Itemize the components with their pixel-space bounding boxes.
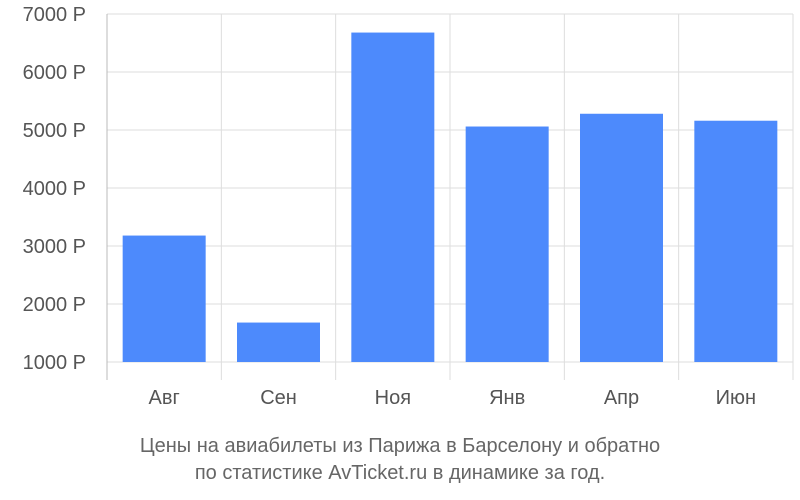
y-tick-label: 5000 Р [23,120,86,142]
y-tick-label: 6000 Р [23,62,86,84]
bar-Сен [237,322,320,362]
bar-Июн [694,120,778,362]
x-tick-label: Ноя [375,387,411,409]
y-tick-label: 1000 Р [23,352,86,374]
bar-Авг [122,235,206,362]
x-tick-label: Июн [716,387,756,409]
y-tick-label: 7000 Р [23,4,86,26]
bar-Апр [580,113,663,362]
y-tick-label: 4000 Р [23,178,86,200]
y-tick-label: 2000 Р [23,294,86,316]
x-tick-label: Авг [149,387,180,409]
chart-caption-line-1: Цены на авиабилеты из Парижа в Барселону… [139,435,661,457]
y-tick-label: 3000 Р [23,236,86,258]
bar-Янв [465,126,549,363]
x-tick-label: Апр [604,387,639,409]
x-tick-label: Сен [260,387,297,409]
x-tick-label: Янв [489,387,525,409]
chart-caption-line-2: по статистике AvTicket.ru в динамике за … [194,462,606,484]
bar-Ноя [351,32,435,363]
